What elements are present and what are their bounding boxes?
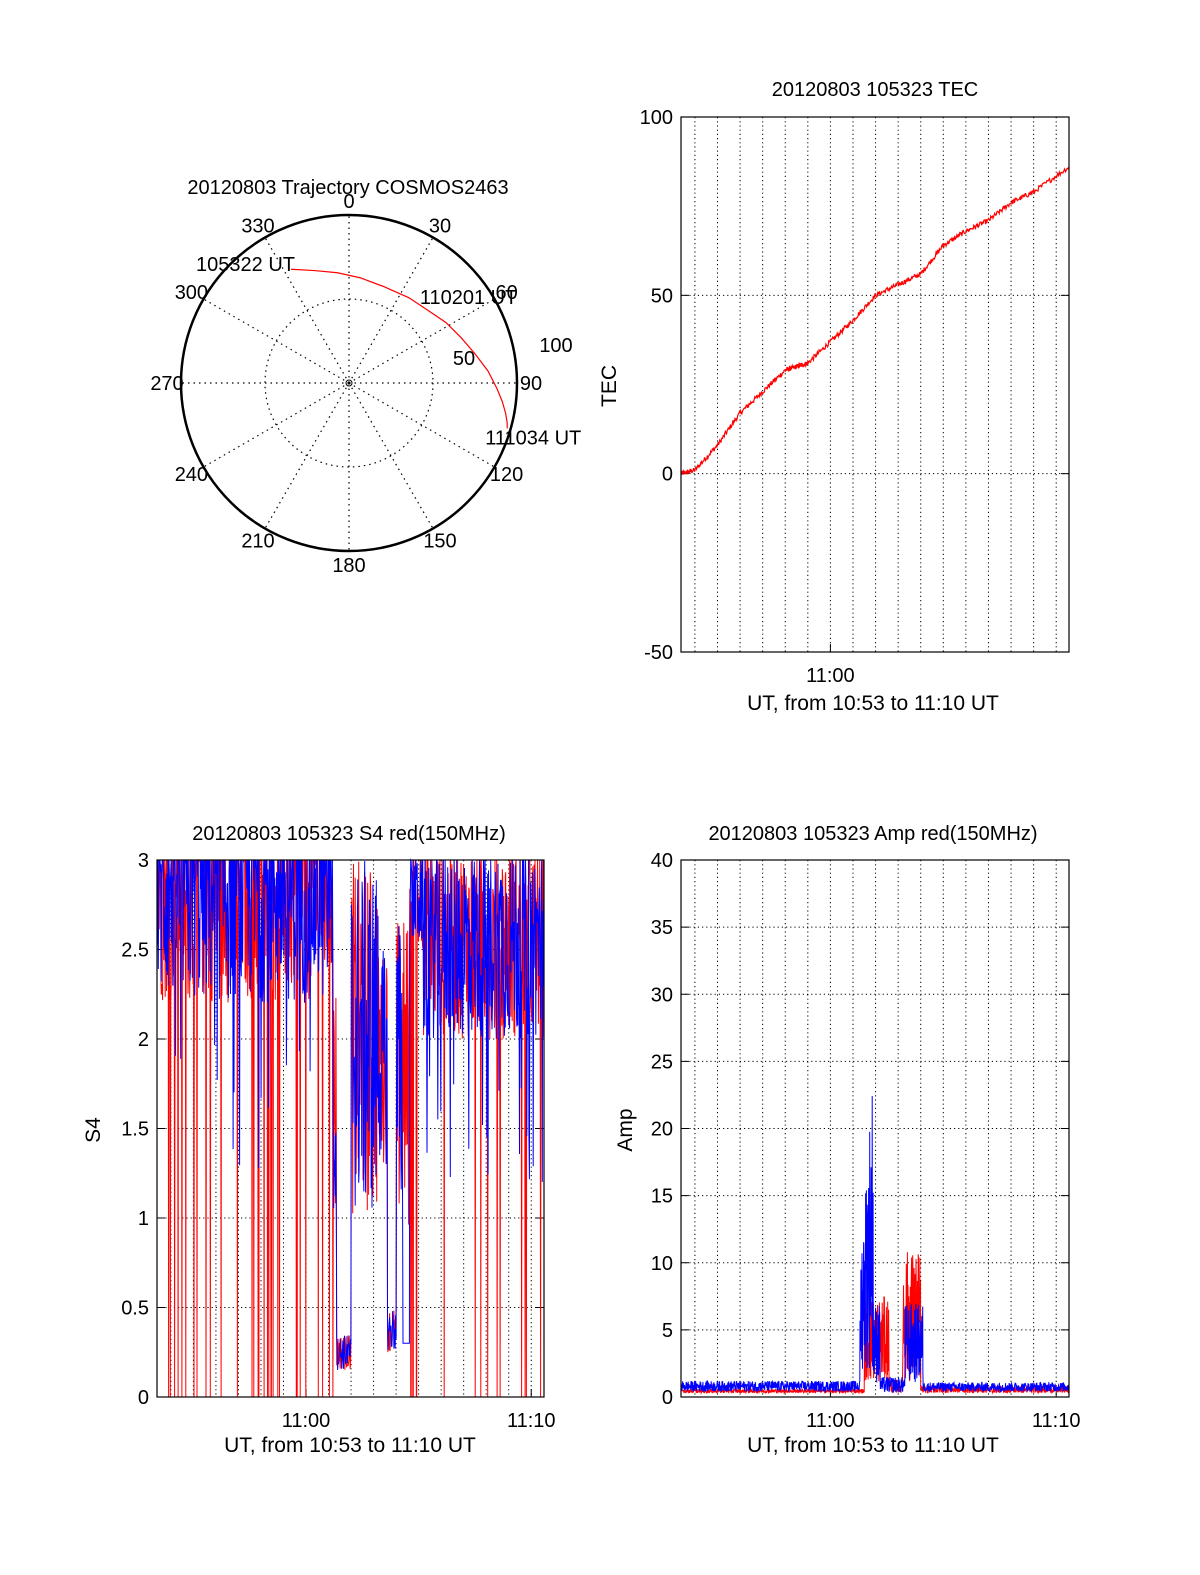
polar-azimuth-tick-label: 60 xyxy=(495,282,517,304)
amp-plot-area: 0 5 10 15 20 25 30 35 40 11:00 11:10 xyxy=(651,850,1081,1432)
amp-title: 20120803 105323 Amp red(150MHz) xyxy=(708,823,1037,845)
y-tick-label: 0 xyxy=(138,1387,149,1409)
y-tick-label: 0 xyxy=(662,1387,673,1409)
y-tick-label: 10 xyxy=(651,1253,673,1275)
polar-azimuth-tick-label: 180 xyxy=(332,555,365,577)
x-tick-label: 11:10 xyxy=(507,1410,556,1432)
amp-blue-series-line xyxy=(680,1095,1070,1394)
polar-center-marker xyxy=(345,379,353,387)
tec-title: 20120803 105323 TEC xyxy=(772,79,978,101)
y-tick-label: 0.5 xyxy=(121,1298,149,1320)
tec-series-line xyxy=(680,166,1070,475)
polar-azimuth-tick-label: 240 xyxy=(175,464,208,486)
track-time-annotation: 105322 UT xyxy=(196,254,295,276)
polar-radial-tick-label: 100 xyxy=(539,335,572,357)
plot-frame xyxy=(680,859,1070,1398)
y-tick-label: 30 xyxy=(651,984,673,1006)
polar-grid-spoke xyxy=(348,237,434,384)
polar-grid-spoke xyxy=(264,237,350,384)
y-tick-label: 0 xyxy=(662,464,673,486)
tec-x-axis-label: UT, from 10:53 to 11:10 UT xyxy=(747,692,999,715)
s4-y-axis-label: S4 xyxy=(82,1117,105,1143)
polar-grid-spoke xyxy=(203,382,350,468)
x-tick-label: 11:00 xyxy=(282,1410,331,1432)
trajectory-polar-panel: 20120803 Trajectory COSMOS2463 0 30 60 90 12… xyxy=(150,177,581,577)
polar-azimuth-tick-label: 90 xyxy=(520,373,542,395)
y-tick-label: 35 xyxy=(651,917,673,939)
amp-panel: 20120803 105323 Amp red(150MHz) Amp UT, … xyxy=(614,823,1080,1457)
polar-azimuth-tick-label: 270 xyxy=(150,373,183,395)
polar-grid-spoke xyxy=(203,298,350,384)
plot-frame xyxy=(156,859,545,1398)
y-tick-label: 15 xyxy=(651,1186,673,1208)
y-tick-label: 3 xyxy=(138,850,149,872)
polar-azimuth-tick-label: 150 xyxy=(423,531,456,553)
polar-azimuth-tick-label: 0 xyxy=(343,191,354,213)
polar-grid-spoke xyxy=(348,382,495,468)
x-tick-label: 11:00 xyxy=(806,665,855,687)
track-time-annotation: 111034 UT xyxy=(485,427,581,449)
track-time-annotation: 110201 UT xyxy=(420,287,517,309)
polar-azimuth-tick-label: 210 xyxy=(241,531,274,553)
polar-grid-spoke xyxy=(264,382,350,529)
amp-y-axis-label: Amp xyxy=(614,1108,637,1151)
y-tick-label: 25 xyxy=(651,1051,673,1073)
polar-grid-spoke xyxy=(348,298,495,384)
polar-radial-tick-label: 50 xyxy=(453,348,475,370)
tec-plot-area: -50 0 50 100 11:00 xyxy=(640,107,1070,687)
s4-x-axis-label: UT, from 10:53 to 11:10 UT xyxy=(224,1434,476,1457)
y-tick-label: 5 xyxy=(662,1320,673,1342)
y-tick-label: 100 xyxy=(640,107,673,129)
polar-outer-ring xyxy=(179,213,519,553)
y-tick-label: 20 xyxy=(651,1119,673,1141)
polar-azimuth-tick-label: 300 xyxy=(175,282,208,304)
tec-panel: 20120803 105323 TEC TEC UT, from 10:53 t… xyxy=(598,79,1070,715)
polar-grid-spoke xyxy=(348,382,434,529)
s4-title: 20120803 105323 S4 red(150MHz) xyxy=(192,823,506,845)
x-tick-label: 11:00 xyxy=(806,1410,855,1432)
y-tick-label: -50 xyxy=(644,642,673,664)
polar-azimuth-tick-label: 330 xyxy=(241,215,274,237)
y-tick-label: 1 xyxy=(138,1208,149,1230)
tec-y-axis-label: TEC xyxy=(598,365,621,407)
satellite-track xyxy=(291,268,508,429)
y-tick-label: 50 xyxy=(651,285,673,307)
y-tick-label: 40 xyxy=(651,850,673,872)
polar-azimuth-tick-label: 120 xyxy=(490,464,523,486)
y-tick-label: 1.5 xyxy=(121,1119,149,1141)
polar-azimuth-tick-label: 30 xyxy=(429,215,451,237)
x-tick-label: 11:10 xyxy=(1032,1410,1081,1432)
y-tick-label: 2.5 xyxy=(121,940,149,962)
plot-frame xyxy=(680,116,1070,653)
polar-title: 20120803 Trajectory COSMOS2463 xyxy=(187,177,508,199)
amp-x-axis-label: UT, from 10:53 to 11:10 UT xyxy=(747,1434,999,1457)
polar-plot-area: 0 30 60 90 120 150 180 210 240 270 300 330 50 100 1053… xyxy=(150,191,581,577)
s4-plot-area: 0 0.5 1 1.5 2 2.5 3 11:00 11:10 xyxy=(121,850,555,1432)
s4-panel: 20120803 105323 S4 red(150MHz) S4 UT, fr… xyxy=(82,823,556,1457)
y-tick-label: 2 xyxy=(138,1029,149,1051)
